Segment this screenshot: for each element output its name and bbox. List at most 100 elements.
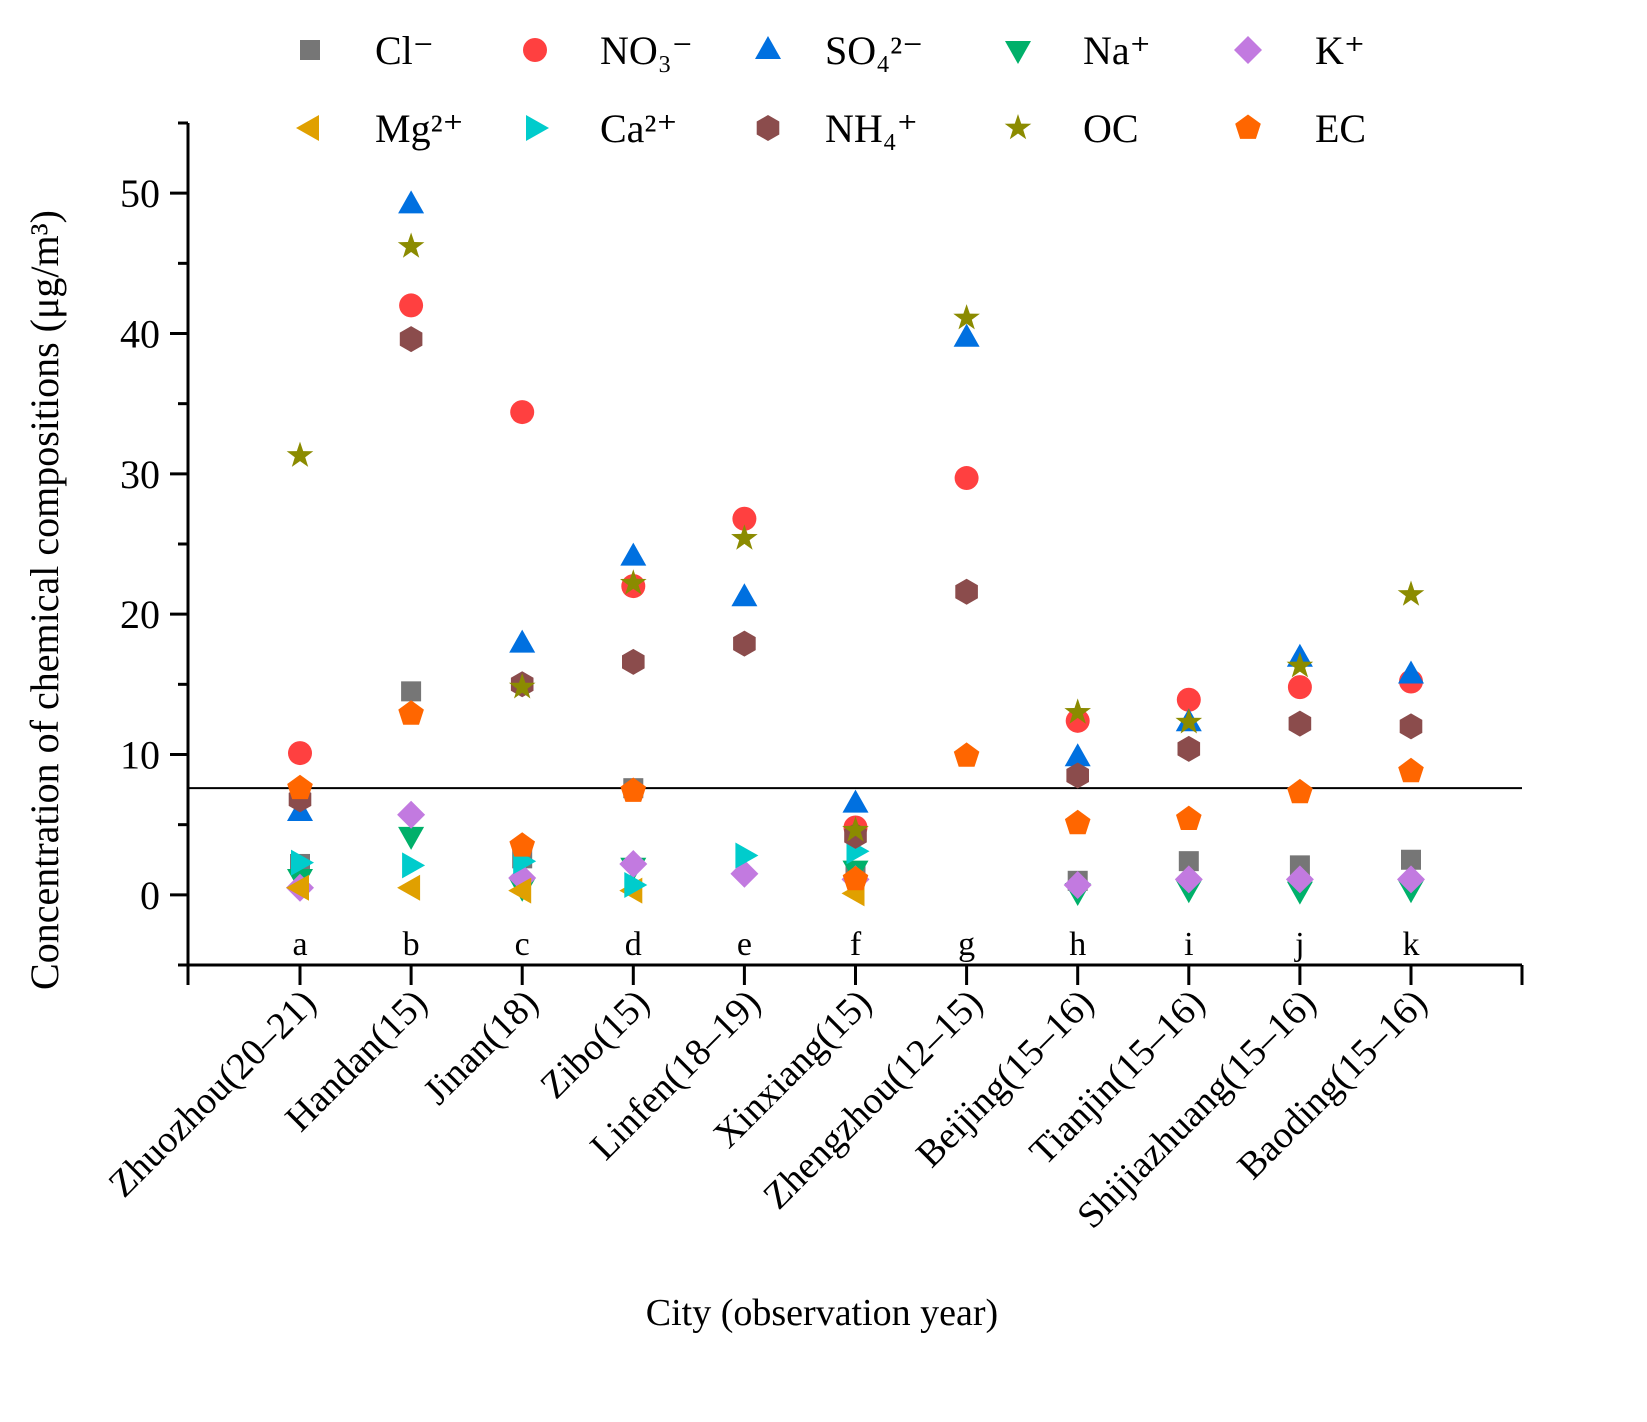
legend: Cl⁻ NO₃⁻ SO₄²⁻ Na⁺ K⁺ Mg²⁺ Ca²⁺ NH₄⁺ OC EC (296, 28, 1366, 151)
category-letter: e (737, 926, 752, 963)
data-point (1176, 805, 1202, 830)
data-point (509, 832, 535, 857)
data-point (1287, 675, 1312, 700)
legend-marker (755, 36, 781, 59)
data-point (398, 700, 424, 725)
legend-label: K⁺ (1315, 28, 1365, 73)
data-point (954, 466, 979, 491)
x-tick-label: Zhuozhou(20–21) (101, 982, 325, 1206)
legend-item: Cl⁻ (300, 28, 434, 73)
legend-label: Cl⁻ (375, 28, 434, 73)
x-tick-label: Jinan(18) (415, 982, 546, 1113)
data-point (1401, 849, 1421, 870)
data-point (733, 630, 756, 657)
legend-item: NO₃⁻ (523, 28, 693, 73)
data-point (953, 304, 980, 330)
data-point (1285, 865, 1314, 894)
legend-label: Na⁺ (1083, 28, 1151, 73)
data-point (1063, 871, 1092, 899)
y-tick-label: 30 (120, 452, 160, 497)
legend-label: NO₃⁻ (600, 28, 693, 73)
category-letter: b (403, 926, 420, 963)
data-points (286, 190, 1425, 907)
legend-marker (296, 115, 319, 141)
data-point (1398, 660, 1424, 684)
data-point (402, 852, 426, 879)
data-point (620, 777, 647, 802)
legend-item: Ca²⁺ (526, 106, 678, 151)
legend-marker (300, 40, 320, 60)
legend-item: Na⁺ (1005, 28, 1151, 73)
category-letter: i (1184, 926, 1193, 963)
data-point (953, 323, 980, 347)
legend-item: OC (1004, 106, 1139, 151)
data-point (955, 578, 978, 605)
y-tick-label: 50 (120, 171, 160, 216)
data-point (1066, 762, 1089, 789)
series-triangle-left (286, 874, 865, 907)
data-point (291, 849, 314, 876)
legend-label: Mg²⁺ (375, 106, 464, 151)
data-point (735, 842, 759, 869)
data-point (286, 874, 309, 901)
data-point (1397, 580, 1425, 606)
series-triangle-up (287, 190, 1424, 821)
y-tick-label: 10 (120, 733, 160, 778)
data-point (399, 293, 424, 318)
data-point (508, 877, 532, 904)
data-point (286, 441, 314, 467)
data-point (1397, 865, 1425, 894)
data-point (1178, 851, 1199, 872)
data-point (1064, 809, 1091, 835)
data-point (619, 850, 648, 878)
data-point (1286, 652, 1314, 678)
category-letter: f (850, 926, 862, 963)
data-point (1175, 708, 1203, 734)
y-tick-label: 20 (120, 592, 160, 637)
data-point (397, 800, 426, 829)
series-square (290, 681, 1421, 891)
legend-label: Ca²⁺ (600, 106, 678, 151)
category-letter: k (1403, 926, 1420, 963)
data-point (1289, 855, 1310, 876)
data-point (1064, 698, 1091, 724)
data-point (620, 569, 647, 595)
category-letter: a (292, 926, 307, 963)
data-point (401, 681, 422, 702)
category-letter: d (625, 926, 642, 963)
data-point (730, 859, 759, 888)
data-point (953, 742, 980, 767)
category-letter: j (1294, 926, 1304, 963)
y-tick-label: 40 (120, 312, 160, 357)
data-point (842, 789, 869, 813)
series-star (286, 232, 1425, 842)
legend-marker (523, 38, 547, 62)
data-point (398, 190, 425, 214)
legend-marker (1004, 114, 1032, 140)
legend-item: K⁺ (1234, 28, 1365, 73)
data-point (397, 232, 425, 258)
legend-marker (1235, 114, 1261, 139)
data-point (1399, 713, 1423, 740)
data-point (510, 400, 535, 425)
data-point (624, 872, 648, 898)
x-axis-label: City (observation year) (646, 1292, 998, 1334)
data-point (1288, 710, 1312, 737)
data-point (731, 583, 758, 607)
data-point (288, 741, 312, 766)
legend-item: NH₄⁺ (756, 106, 918, 151)
y-tick-label: 0 (140, 873, 160, 918)
data-point (509, 629, 536, 653)
data-point (398, 826, 425, 850)
legend-item: SO₄²⁻ (755, 28, 923, 73)
data-point (1287, 778, 1313, 804)
y-axis-label: Concentration of chemical compositions (… (22, 210, 67, 990)
category-letter: h (1069, 926, 1086, 963)
data-point (287, 774, 313, 800)
data-point (1177, 735, 1201, 762)
legend-marker (526, 115, 549, 141)
legend-label: SO₄²⁻ (825, 28, 923, 73)
legend-marker (756, 115, 780, 141)
data-point (620, 542, 647, 566)
data-point (731, 524, 758, 550)
